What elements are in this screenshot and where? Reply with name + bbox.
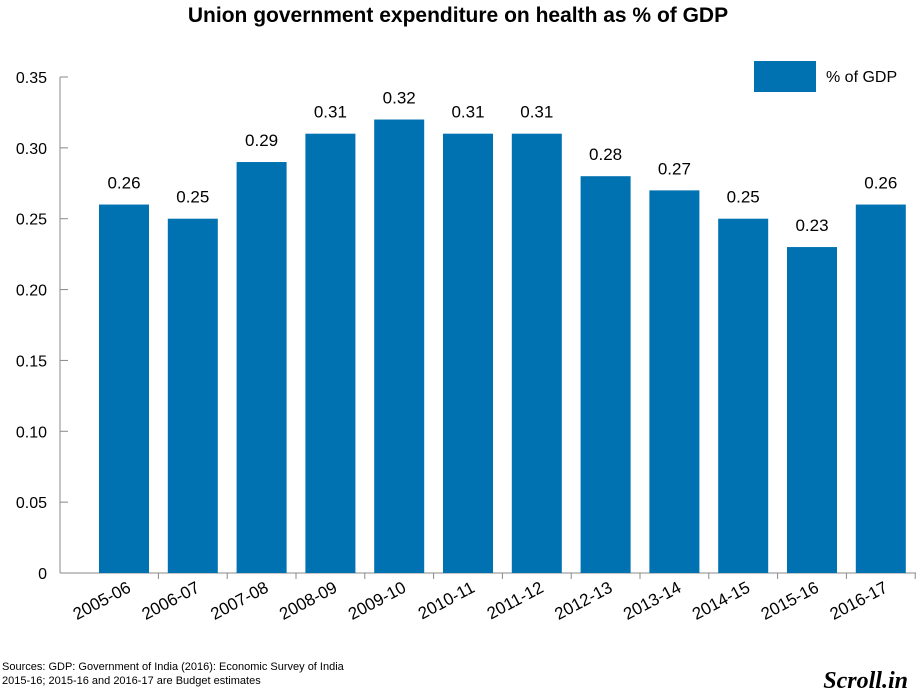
x-category-label: 2015-16 bbox=[758, 578, 822, 624]
bar bbox=[167, 218, 218, 573]
data-label: 0.31 bbox=[520, 103, 553, 122]
bar bbox=[305, 133, 356, 573]
legend-swatch bbox=[754, 61, 816, 92]
data-label: 0.25 bbox=[176, 188, 209, 207]
x-category-label: 2014-15 bbox=[689, 578, 753, 624]
data-label: 0.27 bbox=[658, 159, 691, 178]
bar bbox=[580, 176, 631, 573]
y-tick-label: 0.15 bbox=[16, 353, 47, 370]
data-label: 0.28 bbox=[589, 145, 622, 164]
bar bbox=[649, 190, 700, 573]
bar bbox=[787, 247, 837, 574]
x-category-label: 2013-14 bbox=[620, 578, 684, 624]
data-label: 0.31 bbox=[314, 103, 347, 122]
bar bbox=[511, 133, 562, 573]
x-category-label: 2012-13 bbox=[551, 578, 615, 624]
x-category-label: 2016-17 bbox=[827, 578, 891, 624]
bar bbox=[374, 119, 425, 573]
data-label: 0.32 bbox=[383, 89, 416, 108]
bar bbox=[443, 133, 493, 573]
y-tick-label: 0.35 bbox=[16, 70, 47, 87]
x-category-label: 2009-10 bbox=[345, 578, 409, 624]
y-tick-label: 0.10 bbox=[16, 424, 47, 441]
bar bbox=[855, 204, 906, 574]
y-tick-label: 0.05 bbox=[16, 495, 47, 512]
y-tick-label: 0 bbox=[38, 566, 47, 583]
bar bbox=[718, 218, 769, 573]
x-category-label: 2005-06 bbox=[70, 578, 134, 624]
y-tick-label: 0.25 bbox=[16, 212, 47, 229]
brand-logo: Scroll.in bbox=[823, 668, 908, 694]
chart-title: Union government expenditure on health a… bbox=[187, 4, 729, 27]
source-line-2: 2015-16; 2015-16 and 2016-17 are Budget … bbox=[2, 675, 261, 687]
data-label: 0.26 bbox=[107, 174, 140, 193]
data-label: 0.31 bbox=[451, 103, 484, 122]
x-category-label: 2010-11 bbox=[415, 578, 478, 623]
x-category-label: 2011-12 bbox=[484, 578, 547, 623]
source-line-1: Sources: GDP: Government of India (2016)… bbox=[2, 661, 344, 673]
source-note: Sources: GDP: Government of India (2016)… bbox=[2, 660, 344, 688]
data-label: 0.23 bbox=[795, 216, 828, 235]
y-tick-label: 0.20 bbox=[16, 283, 47, 300]
data-label: 0.25 bbox=[727, 188, 760, 207]
y-tick-label: 0.30 bbox=[16, 141, 47, 158]
x-category-label: 2007-08 bbox=[207, 578, 271, 624]
bar bbox=[236, 162, 287, 573]
legend-label: % of GDP bbox=[826, 69, 897, 86]
bar bbox=[99, 204, 149, 574]
x-category-label: 2006-07 bbox=[139, 578, 203, 624]
data-label: 0.26 bbox=[864, 174, 897, 193]
data-label: 0.29 bbox=[245, 131, 278, 150]
x-category-label: 2008-09 bbox=[276, 578, 340, 624]
